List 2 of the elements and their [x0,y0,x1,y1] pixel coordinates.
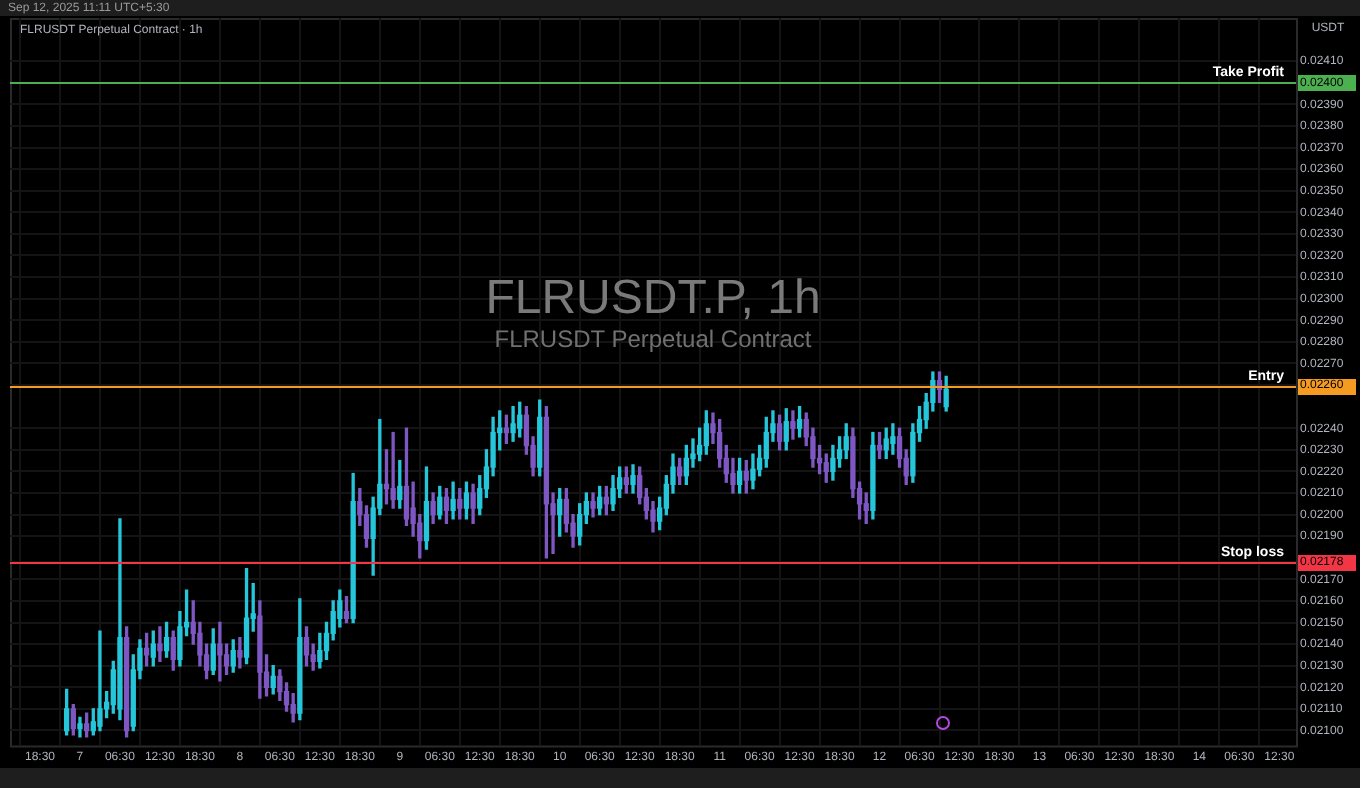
text: FLRUSDT Perpetual Contract [494,324,813,353]
text: FLRUSDT.P, 1h [485,271,821,326]
